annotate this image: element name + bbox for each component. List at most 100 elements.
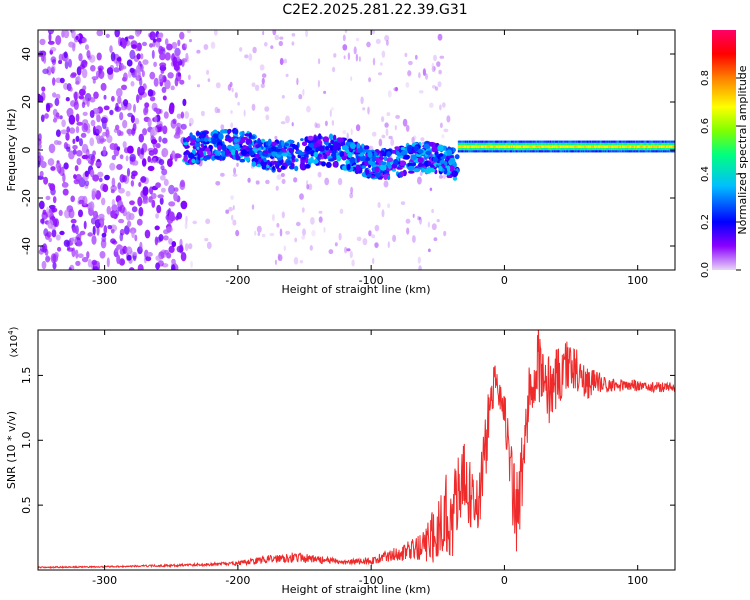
spectrogram-tone-cell	[461, 143, 463, 146]
spectrogram-tone-cell	[523, 140, 525, 143]
spectrogram-band-cell	[196, 146, 200, 150]
spectrogram-tone-cell	[566, 145, 569, 148]
spectrogram-tone-cell	[458, 140, 461, 143]
spectrogram-tone-cell	[507, 150, 509, 153]
spectrogram-tone-cell	[501, 140, 503, 143]
spectrogram-band-cell	[371, 175, 375, 179]
spectrogram-tone-cell	[580, 140, 582, 143]
spectrogram-scatter-cell	[257, 232, 261, 236]
spectrogram-tone-cell	[546, 145, 548, 148]
spectrogram-band-cell	[286, 161, 291, 166]
spectrogram-noise-cell	[130, 180, 135, 187]
spectrogram-noise-cell	[86, 50, 91, 59]
spectrogram-band-cell	[239, 158, 246, 163]
spectrogram-tone-cell	[477, 147, 479, 150]
spectrogram-tone-cell	[663, 147, 666, 150]
spectrogram-noise-cell	[121, 38, 127, 49]
spectrogram-noise-cell	[53, 115, 61, 120]
spectrogram-tone-cell	[571, 147, 573, 150]
spectrogram-noise-cell	[110, 210, 116, 219]
spectrogram-tone-cell	[528, 140, 531, 143]
spectrogram-tone-cell	[599, 150, 601, 153]
spectrogram-noise-cell	[172, 56, 178, 66]
spectrogram-tone-cell	[597, 143, 600, 146]
spectrogram-noise-cell	[52, 77, 56, 86]
spectrogram-tone-cell	[531, 147, 533, 150]
spectrogram-tone-cell	[656, 143, 658, 146]
spectrogram-band-cell	[379, 176, 383, 180]
spectrogram-noise-cell	[166, 43, 173, 51]
spectrogram-scatter-cell	[274, 259, 277, 265]
spectrogram-scatter-cell	[392, 234, 397, 242]
spectrogram-band-cell	[393, 158, 399, 165]
spectrogram-tone-cell	[509, 150, 511, 153]
spectrogram-noise-cell	[101, 197, 106, 206]
spectrogram-tone-cell	[585, 150, 587, 153]
spectrogram-tone-cell	[524, 145, 526, 148]
spectrogram-tone-cell	[499, 143, 502, 146]
spectrogram-tone-cell	[562, 140, 564, 143]
spectrogram-noise-cell	[100, 82, 107, 91]
spectrogram-noise-cell	[40, 114, 45, 123]
spectrogram-tone-cell	[535, 150, 537, 153]
spectrogram-noise-cell	[147, 117, 152, 128]
spectrogram-band-cell	[408, 170, 415, 174]
spectrogram-tone-cell	[458, 143, 461, 146]
spectrogram-band-cell	[196, 137, 200, 142]
spectrogram-band-cell	[248, 147, 253, 155]
spectrogram-scatter-cell	[431, 223, 437, 231]
spectrogram-tone-cell	[517, 145, 519, 148]
spectrogram-noise-cell	[132, 160, 139, 166]
snr-xtick-label: 0	[501, 574, 508, 587]
spectrogram-band-cell	[332, 150, 337, 154]
spectrogram-scatter-cell	[408, 60, 413, 66]
spectrogram-noise-cell	[110, 185, 117, 192]
spectrogram-tone-cell	[579, 150, 581, 153]
spectrogram-scatter-cell	[431, 62, 434, 68]
spectrogram-tone-cell	[499, 140, 502, 143]
spectrogram-tone-cell	[614, 140, 616, 143]
spectrogram-noise-cell	[48, 143, 56, 154]
spectrogram-tone-cell	[520, 140, 522, 143]
spectrogram-band-cell	[328, 133, 334, 141]
spectrogram-tone-cell	[537, 150, 539, 153]
spectrogram-scatter-cell	[405, 218, 411, 224]
spectrogram-tone-cell	[640, 140, 642, 143]
spectrogram-tone-cell	[633, 147, 635, 150]
spectrogram-tone-cell	[553, 145, 556, 148]
spectrogram-tone-cell	[487, 147, 489, 150]
spectrogram-tone-cell	[603, 150, 605, 153]
spectrogram-tone-cell	[464, 145, 466, 148]
spectrogram-band-cell	[399, 160, 407, 167]
spectrogram-tone-cell	[647, 143, 649, 146]
spectrogram-tone-cell	[613, 145, 615, 148]
spectrogram-tone-cell	[545, 150, 547, 153]
spectrogram-scatter-cell	[280, 173, 285, 177]
spectrogram-noise-cell	[147, 89, 154, 97]
spectrogram-tone-cell	[497, 140, 500, 143]
spectrogram-tone-cell	[463, 143, 465, 146]
spectrogram-scatter-cell	[301, 207, 305, 213]
spectrogram-tone-cell	[540, 150, 543, 153]
spectrogram-noise-cell	[149, 96, 156, 102]
spectrogram-band-cell	[436, 155, 441, 160]
spectrogram-tone-cell	[563, 143, 565, 146]
spectrogram-tone-cell	[469, 143, 472, 146]
spectrogram-tone-cell	[573, 150, 575, 153]
spectrogram-noise-cell	[131, 170, 138, 177]
spectrogram-tone-cell	[459, 150, 461, 153]
spectrogram-tone-cell	[524, 140, 526, 143]
spectrogram-tone-cell	[650, 145, 653, 148]
spectrogram-tone-cell	[673, 150, 675, 153]
spectrogram-tone-cell	[583, 140, 586, 143]
spectrogram-tone-cell	[573, 140, 575, 143]
spectrogram-band-cell	[377, 156, 385, 160]
spectrogram-tone-cell	[590, 140, 592, 143]
spectrogram-scatter-cell	[206, 241, 212, 250]
spectrogram-tone-cell	[643, 143, 645, 146]
spectrogram-tone-cell	[617, 145, 619, 148]
spectrogram-noise-cell	[47, 158, 55, 166]
spectrogram-tone-cell	[658, 147, 660, 150]
spectrogram-noise-cell	[96, 52, 102, 61]
spectrogram-tone-cell	[517, 140, 519, 143]
